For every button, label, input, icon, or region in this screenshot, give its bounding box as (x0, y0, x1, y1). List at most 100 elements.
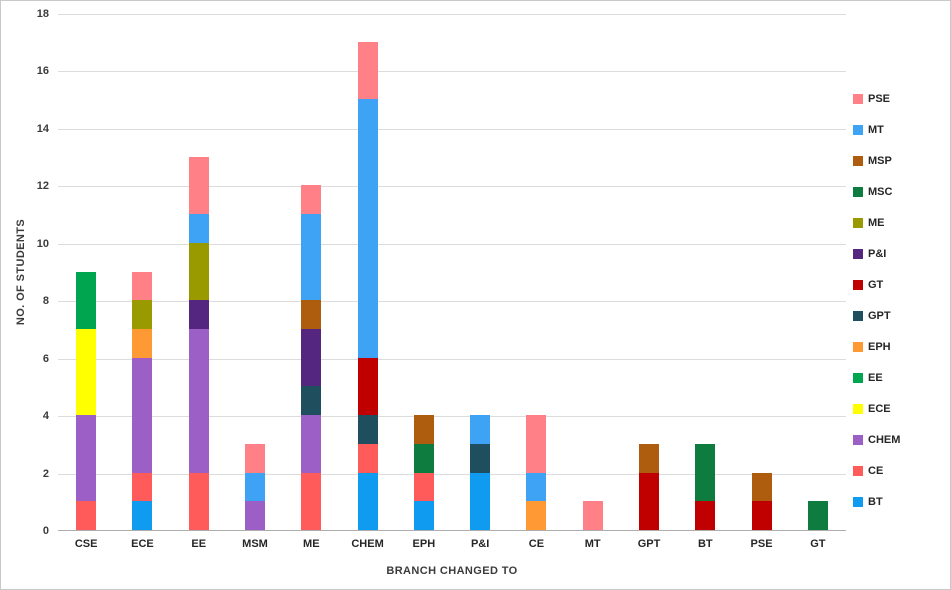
legend-swatch-icon (853, 373, 863, 383)
x-axis-category-label-CHEM: CHEM (351, 538, 384, 550)
bar-segment-CSE-CE (76, 501, 97, 530)
x-axis-category-label-MT: MT (584, 538, 601, 550)
legend-item-P&I: P&I (853, 248, 900, 260)
bar-segment-CHEM-BT (357, 472, 378, 530)
legend-label: GPT (868, 310, 891, 322)
bar-segment-MSM-CHEM (245, 501, 265, 530)
legend-item-BT: BT (853, 496, 900, 508)
bar-EPH (413, 415, 434, 530)
legend-swatch-icon (853, 187, 863, 197)
bar-segment-EPH-MSC (413, 443, 434, 473)
bar-MT (582, 501, 603, 530)
x-axis-title: BRANCH CHANGED TO (386, 565, 518, 577)
legend-item-MT: MT (853, 124, 900, 136)
bar-segment-EE-PSE (188, 156, 209, 215)
gridline (58, 14, 846, 15)
gridline (58, 301, 846, 303)
plot-area (58, 14, 846, 531)
x-axis-category-label-ME: ME (303, 538, 320, 550)
y-axis-tick-label: 8 (42, 295, 49, 308)
bar-segment-ECE-EPH (132, 328, 153, 358)
x-axis-category-label-PSE: PSE (750, 538, 773, 550)
legend-item-MSP: MSP (853, 155, 900, 167)
x-axis-category-label-CSE: CSE (74, 538, 98, 550)
bar-segment-CHEM-GT (357, 357, 378, 416)
bar-segment-ECE-PSE (132, 271, 153, 301)
bar-GPT (639, 443, 659, 530)
bar-segment-P&I-MT (470, 415, 491, 444)
legend-swatch-icon (853, 280, 863, 290)
gridline (58, 128, 846, 130)
legend-swatch-icon (853, 218, 863, 228)
gridline (58, 358, 846, 360)
bar-segment-EPH-BT (413, 501, 434, 530)
y-axis-tick-label: 0 (42, 525, 49, 537)
y-axis-tick-label: 16 (36, 65, 49, 78)
bar-P&I (470, 415, 491, 530)
bar-ECE (132, 271, 153, 530)
legend-label: ECE (868, 403, 891, 415)
bar-segment-GPT-MSP (639, 443, 659, 473)
legend-swatch-icon (853, 404, 863, 414)
bar-segment-ECE-ME (132, 300, 153, 329)
legend-swatch-icon (853, 125, 863, 135)
legend-swatch-icon (853, 497, 863, 507)
bar-segment-BT-MSC (695, 443, 716, 502)
legend-swatch-icon (853, 311, 863, 321)
legend-item-ECE: ECE (853, 403, 900, 415)
bar-segment-MT-PSE (582, 501, 603, 530)
x-axis-category-label-CE: CE (528, 538, 545, 550)
bar-segment-CHEM-MT (357, 99, 378, 358)
bar-ME (301, 185, 322, 530)
legend-label: MT (868, 124, 884, 136)
bar-segment-EE-P&I (188, 300, 209, 329)
bar-segment-BT-GT (695, 501, 716, 530)
x-axis-category-labels: CSE ECE EE MSM ME CHEM EPH P&I CE MT GPT BT PSE GT (58, 538, 846, 554)
bar-segment-GT-MSC (807, 501, 828, 530)
legend-item-EPH: EPH (853, 341, 900, 353)
bar-segment-CE-PSE (526, 415, 547, 473)
bar-segment-ME-GPT (301, 386, 322, 416)
y-axis-title: NO. OF STUDENTS (15, 218, 27, 326)
legend-label: CHEM (868, 434, 901, 446)
y-axis-tick-label: 4 (42, 410, 49, 423)
bar-segment-CSE-CHEM (76, 415, 97, 502)
legend-label: MSC (868, 186, 893, 198)
y-axis-tick-label: 2 (42, 467, 49, 480)
y-axis-tick-label: 12 (36, 180, 49, 193)
bar-segment-CHEM-GPT (357, 415, 378, 444)
legend-item-CHEM: CHEM (853, 434, 900, 446)
bar-segment-CSE-ECE (76, 328, 97, 416)
bar-segment-ME-PSE (301, 185, 322, 215)
y-axis-tick-label: 6 (42, 352, 49, 365)
legend-item-MSC: MSC (853, 186, 900, 198)
bar-CE (526, 415, 547, 530)
legend-swatch-icon (853, 94, 863, 104)
bar-BT (695, 443, 716, 530)
gridline (58, 186, 846, 188)
bar-segment-ECE-BT (132, 501, 153, 530)
bar-segment-GPT-GT (639, 472, 659, 530)
bar-segment-EE-CHEM (188, 328, 209, 473)
bar-segment-CE-EPH (526, 501, 547, 530)
legend-label: EE (868, 372, 883, 384)
bar-segment-ECE-CE (132, 472, 153, 502)
bar-segment-CHEM-CE (357, 443, 378, 473)
bar-segment-EPH-MSP (413, 415, 434, 444)
bar-segment-EE-ME (188, 242, 209, 301)
bar-segment-EE-MT (188, 214, 209, 243)
legend-item-PSE: PSE (853, 93, 900, 105)
bar-segment-P&I-BT (470, 472, 491, 530)
legend-item-GT: GT (853, 279, 900, 291)
legend-swatch-icon (853, 342, 863, 352)
gridline (58, 243, 846, 245)
legend-label: CE (868, 465, 884, 477)
bar-segment-CHEM-PSE (357, 41, 378, 100)
bar-segment-MSM-PSE (245, 443, 265, 473)
legend-label: ME (868, 217, 885, 229)
legend-item-EE: EE (853, 372, 900, 384)
bar-segment-ME-CHEM (301, 415, 322, 473)
bar-segment-ME-P&I (301, 328, 322, 387)
bar-segment-PSE-MSP (751, 472, 772, 502)
legend-item-ME: ME (853, 217, 900, 229)
